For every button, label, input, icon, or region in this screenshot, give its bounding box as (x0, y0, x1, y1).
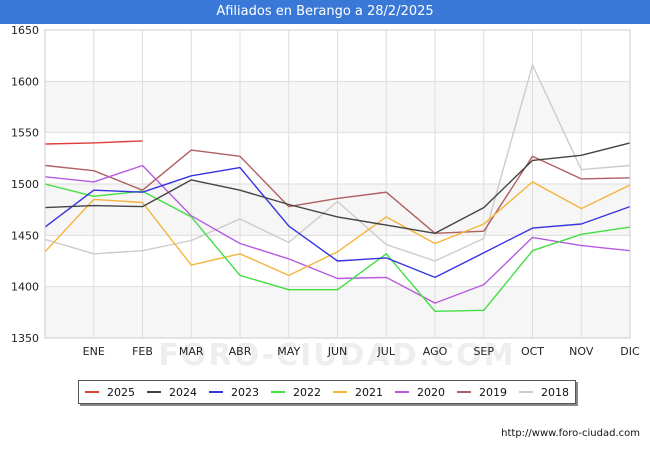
x-tick-label: NOV (569, 345, 594, 358)
series-line-2019 (44, 149, 631, 235)
legend-swatch (85, 391, 99, 393)
plot-frame (44, 29, 631, 339)
legend: 2025 2024 2023 2022 2021 2020 2019 2018 (78, 380, 576, 404)
legend-label: 2024 (169, 385, 197, 399)
x-tick-label: SEP (473, 345, 494, 358)
legend-label: 2021 (355, 385, 383, 399)
series-line-2018 (44, 64, 631, 262)
legend-label: 2018 (541, 385, 569, 399)
series-line-2024 (44, 142, 631, 235)
legend-label: 2020 (417, 385, 445, 399)
series-line-2020 (44, 164, 631, 304)
y-tick-label: 1650 (11, 24, 39, 37)
series-line-2023 (44, 166, 631, 279)
legend-label: 2023 (231, 385, 259, 399)
title-bar: Afiliados en Berango a 28/2/2025 (0, 0, 650, 24)
legend-swatch (395, 391, 409, 393)
x-tick-label: DIC (620, 345, 640, 358)
legend-swatch (147, 391, 161, 393)
source-url[interactable]: http://www.foro-ciudad.com (501, 428, 640, 439)
legend-item-2020: 2020 (395, 386, 445, 399)
legend-swatch (519, 391, 533, 393)
legend-label: 2022 (293, 385, 321, 399)
y-tick-label: 1350 (11, 332, 39, 345)
y-tick-label: 1500 (11, 178, 39, 191)
x-tick-label: ENE (83, 345, 105, 358)
y-tick-label: 1400 (11, 281, 39, 294)
legend-swatch (333, 391, 347, 393)
legend-item-2023: 2023 (209, 386, 259, 399)
axes (44, 29, 631, 339)
legend-item-2019: 2019 (457, 386, 507, 399)
x-tick-label: ABR (229, 345, 252, 358)
x-tick-label: FEB (132, 345, 153, 358)
legend-label: 2019 (479, 385, 507, 399)
legend-swatch (209, 391, 223, 393)
legend-item-2021: 2021 (333, 386, 383, 399)
x-tick-labels: ENE FEB MAR ABR MAY JUN JUL AGO SEP OCT NOV DIC (83, 345, 640, 358)
legend-swatch (271, 391, 285, 393)
x-tick-label: JUN (327, 345, 348, 358)
chart-title: Afiliados en Berango a 28/2/2025 (216, 4, 434, 19)
y-tick-label: 1450 (11, 229, 39, 242)
x-tick-label: JUL (377, 345, 396, 358)
watermark: FORO-CIUDAD.COM (159, 338, 516, 373)
series-lines (44, 64, 631, 312)
y-tick-label: 1550 (11, 127, 39, 140)
legend-item-2024: 2024 (147, 386, 197, 399)
legend-swatch (457, 391, 471, 393)
y-tick-labels: 1350 1400 1450 1500 1550 1600 1650 (11, 24, 39, 345)
legend-label: 2025 (107, 385, 135, 399)
series-line-2021 (44, 181, 631, 277)
x-tick-label: OCT (521, 345, 544, 358)
series-line-2022 (44, 183, 631, 312)
legend-item-2025: 2025 (85, 386, 135, 399)
legend-item-2018: 2018 (519, 386, 569, 399)
legend-item-2022: 2022 (271, 386, 321, 399)
x-tick-label: MAR (179, 345, 204, 358)
x-tick-label: MAY (277, 345, 300, 358)
y-tick-label: 1600 (11, 75, 39, 88)
x-tick-label: AGO (423, 345, 448, 358)
series-line-2025 (44, 140, 143, 145)
